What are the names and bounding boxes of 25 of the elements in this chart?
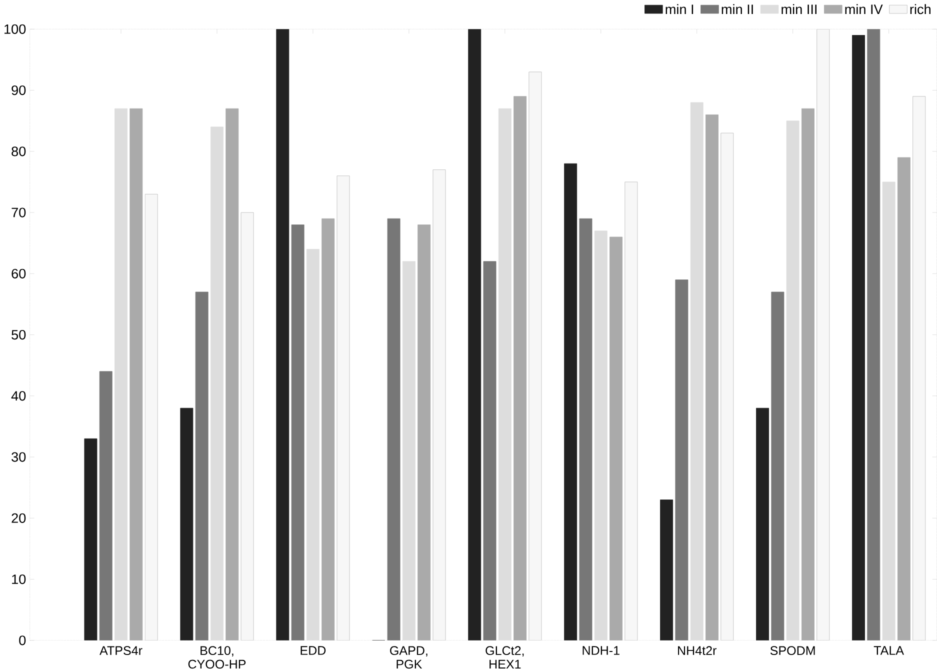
- y-tick-label: 90: [12, 85, 26, 96]
- y-tick-label: 70: [12, 208, 26, 218]
- x-tick-label: GAPD, PGK: [390, 646, 428, 669]
- y-tick-label: 100: [4, 24, 26, 34]
- x-tick-label: GLCt2, HEX1: [486, 646, 524, 668]
- y-tick-label: 10: [12, 574, 26, 584]
- x-tick-label: NDH-1: [582, 646, 620, 655]
- x-tick-label: TALA: [874, 646, 904, 655]
- y-tick-label: 20: [12, 513, 26, 523]
- x-tick-label: BC10, CYOO-HP: [188, 646, 246, 669]
- y-tick-label: 40: [11, 391, 26, 401]
- y-tick-label: 30: [12, 452, 26, 462]
- x-tick-label: NH4t2r: [678, 646, 716, 655]
- y-tick-label: 80: [12, 146, 26, 156]
- legend-label: min II: [722, 4, 753, 14]
- legend-label: rich: [910, 4, 930, 14]
- x-tick-label: ATPS4r: [100, 646, 142, 655]
- legend-label: min III: [782, 4, 816, 14]
- y-tick-label: 50: [12, 330, 26, 340]
- x-tick-label: EDD: [300, 646, 326, 655]
- x-tick-label: SPODM: [770, 646, 815, 655]
- y-tick-label: 60: [12, 268, 26, 278]
- y-tick-label: 0: [19, 636, 26, 646]
- legend-label: min IV: [845, 4, 883, 14]
- legend-label: min I: [666, 4, 694, 14]
